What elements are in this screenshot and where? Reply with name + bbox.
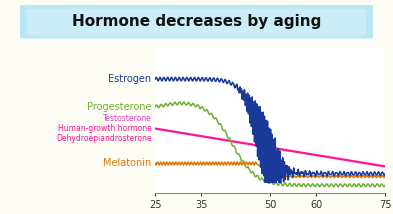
Text: Testosterone: Testosterone — [103, 114, 151, 123]
FancyBboxPatch shape — [27, 9, 366, 36]
Text: Human-growth hormone: Human-growth hormone — [57, 124, 151, 133]
Text: Estrogen: Estrogen — [108, 74, 151, 84]
Text: Dehydroepiandrosterone: Dehydroepiandrosterone — [56, 134, 151, 143]
Text: Hormone decreases by aging: Hormone decreases by aging — [72, 14, 321, 29]
Text: Melatonin: Melatonin — [103, 159, 151, 168]
Text: Progesterone: Progesterone — [87, 102, 151, 112]
FancyBboxPatch shape — [13, 5, 380, 39]
